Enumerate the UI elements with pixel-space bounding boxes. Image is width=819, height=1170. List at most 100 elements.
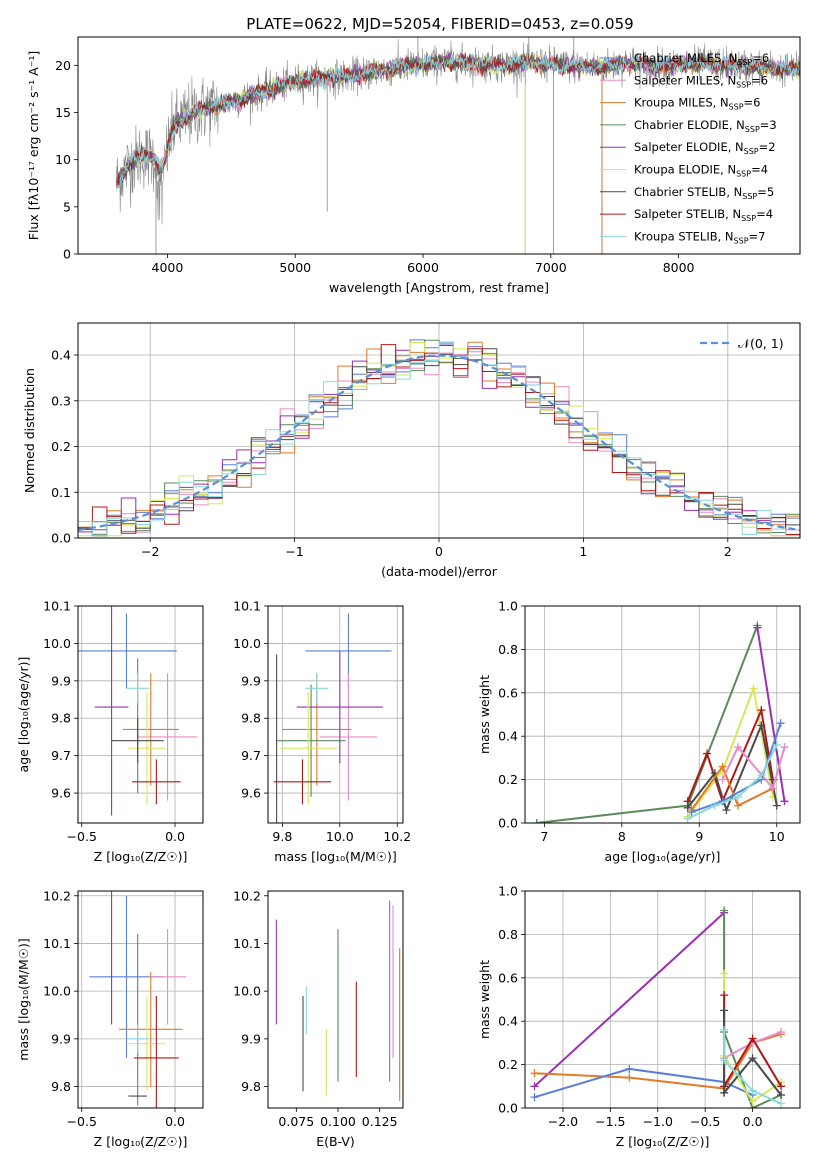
series-marker [777, 1082, 786, 1091]
series-marker [710, 801, 719, 810]
y-tick-label: 9.6 [241, 786, 261, 801]
y-tick-label: 0.2 [498, 772, 518, 787]
series-line-kroupa-stelib [723, 1029, 782, 1105]
legend-entry: Chabrier MILES, NSSP=6 [634, 51, 769, 67]
y-tick-label: 10 [55, 152, 71, 167]
series-marker [703, 749, 712, 758]
y-tick-label: 9.8 [51, 1079, 71, 1094]
x-tick-label: 0 [435, 544, 443, 559]
y-tick-label: 15 [55, 105, 71, 120]
series-marker [757, 721, 766, 730]
y-tick-label: 10.0 [43, 984, 71, 999]
x-axis-label: Z [log₁₀(Z/Z☉)] [616, 1134, 710, 1149]
x-axis-label: age [log₁₀(age/yr)] [605, 849, 721, 864]
axes-frame [77, 605, 204, 824]
series-marker [720, 991, 729, 1000]
y-tick-label: 1.0 [498, 599, 518, 614]
y-tick-label: 9.8 [241, 711, 261, 726]
series-line-kroupa-miles [690, 764, 774, 811]
series-marker [718, 762, 727, 771]
y-tick-label: 10.1 [43, 599, 71, 614]
series-line-chabrier-miles [691, 722, 782, 814]
series-marker [720, 1056, 729, 1065]
series-marker [532, 819, 541, 823]
normal-curve [78, 354, 800, 532]
x-tick-label: −1 [285, 544, 303, 559]
series-marker [748, 1097, 757, 1106]
x-tick-label: 1 [579, 544, 587, 559]
axes-frame [267, 890, 404, 1109]
y-axis-label: mass [log₁₀(M/M☉)] [16, 938, 31, 1060]
spectrum-panel: 4000 5000 6000 7000 8000 0 5 10 15 20 wavelength [… [26, 36, 801, 295]
x-tick-label: −0.5 [67, 829, 97, 844]
series-marker [776, 719, 785, 728]
y-tick-label: 9.9 [51, 1031, 71, 1046]
x-tick-label: 0.0 [165, 1114, 185, 1129]
axes-frame [77, 36, 801, 255]
weight-vs-age-panel: 7 8 9 10 0.0 0.2 0.4 0.6 0.8 1.0 age [log₁₀(age/yr… [477, 599, 801, 864]
x-axis-label: (data-model)/error [381, 564, 498, 579]
y-tick-label: 10.1 [43, 936, 71, 951]
series-marker [768, 784, 777, 793]
x-tick-label: 0.100 [320, 1114, 356, 1129]
axes-frame [524, 605, 801, 824]
x-tick-label: 9.8 [272, 829, 292, 844]
series-marker [757, 706, 766, 715]
x-tick-label: 0.125 [362, 1114, 398, 1129]
series-line-salpeter-elodie [533, 911, 725, 1088]
x-axis-label: E(B-V) [316, 1134, 355, 1149]
series-marker [718, 775, 727, 784]
y-tick-label: 0.8 [498, 642, 518, 657]
residuals-panel: −2 −1 0 1 2 0.0 0.1 0.2 0.3 0.4 (data-model)/error… [22, 322, 801, 579]
mass-vs-Z-panel: −0.5 0.0 9.8 9.9 10.0 10.1 10.2 Z [log₁₀(Z/Z☉)]… [16, 888, 204, 1149]
y-tick-label: 0.8 [498, 927, 518, 942]
y-tick-label: 10.1 [233, 599, 261, 614]
x-tick-label: 7 [540, 829, 548, 844]
x-tick-label: 0.0 [165, 829, 185, 844]
spectrum-plot-area [115, 37, 800, 254]
series-marker [748, 1034, 757, 1043]
series-line-salpeter-elodie [756, 627, 786, 802]
series-marker [625, 1064, 634, 1073]
histogram-kroupa-stelib [78, 341, 800, 537]
series-marker [720, 1088, 729, 1097]
series-marker [720, 1006, 729, 1015]
x-tick-label: 0.0 [743, 1114, 763, 1129]
legend-entry: Salpeter STELIB, NSSP=4 [634, 207, 773, 223]
y-tick-label: 9.6 [51, 786, 71, 801]
x-tick-label: 10.0 [326, 829, 354, 844]
x-tick-label: −1.0 [643, 1114, 673, 1129]
weight-vs-Z-panel: −2.0 −1.5 −1.0 −0.5 0.0 0.0 0.2 0.4 0.6 0.8 1.0 Z [… [477, 884, 801, 1149]
series-marker [625, 1073, 634, 1082]
residuals-plot-area [78, 339, 800, 537]
series-marker [777, 1090, 786, 1099]
age-vs-mass-panel: 9.8 10.0 10.2 9.6 9.7 9.8 9.9 10.0 10.1 mass [log… [233, 599, 411, 865]
series-marker [530, 1093, 539, 1102]
legend-entry: Kroupa STELIB, NSSP=7 [634, 229, 765, 245]
y-tick-label: 0.2 [498, 1057, 518, 1072]
legend-entry: Salpeter MILES, NSSP=6 [634, 73, 768, 89]
legend-entry: Chabrier STELIB, NSSP=5 [634, 185, 774, 201]
y-tick-label: 0.4 [498, 729, 518, 744]
figure-title: PLATE=0622, MJD=52054, FIBERID=0453, z=0… [246, 15, 633, 33]
series-marker [772, 801, 781, 810]
y-tick-label: 0 [63, 247, 71, 262]
spectrum-legend: Chabrier MILES, NSSP=6 Salpeter MILES, NS… [600, 51, 777, 245]
series-marker [757, 771, 766, 780]
y-tick-label: 0.0 [498, 1101, 518, 1116]
x-tick-label: −2 [141, 544, 159, 559]
series-marker [734, 792, 743, 801]
residuals-legend: 𝒩(0, 1) [700, 336, 784, 351]
series-marker [683, 814, 692, 823]
y-tick-label: 0.4 [51, 348, 71, 363]
y-tick-label: 10.2 [233, 888, 261, 903]
y-tick-label: 9.9 [241, 1031, 261, 1046]
y-tick-label: 9.8 [51, 711, 71, 726]
series-marker [772, 740, 781, 749]
plot-area [530, 906, 786, 1108]
plot-area [532, 621, 789, 823]
y-axis-label: mass weight [477, 675, 492, 754]
x-tick-label: 5000 [279, 260, 311, 275]
x-tick-label: 0.075 [278, 1114, 314, 1129]
